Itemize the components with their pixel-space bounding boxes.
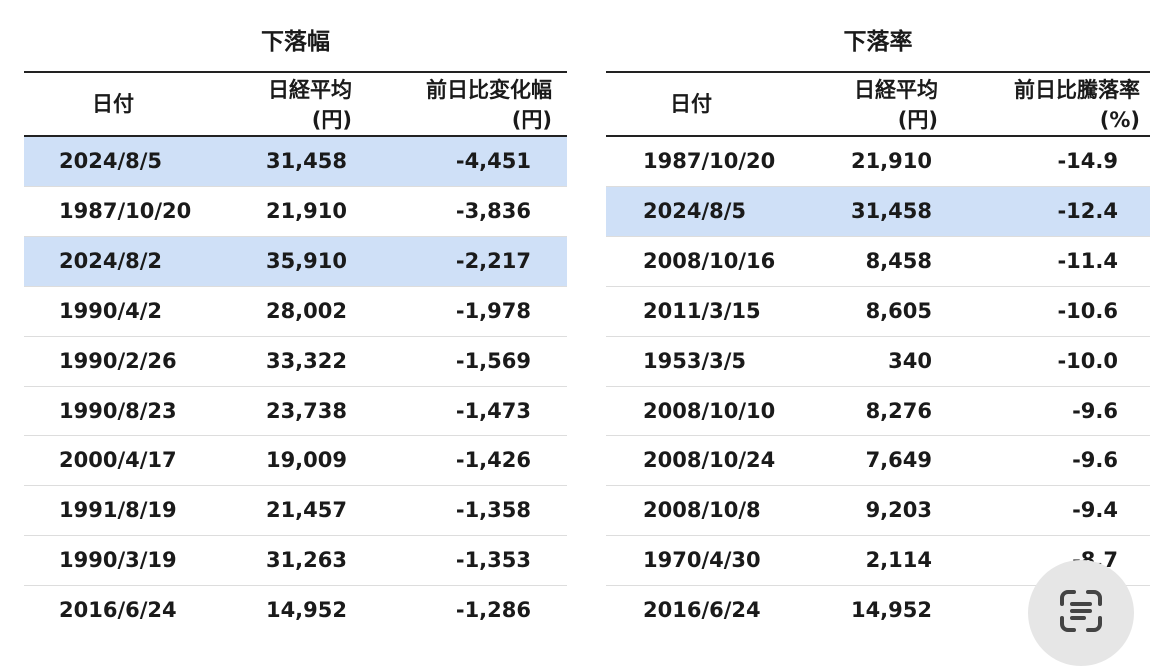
table-top-border xyxy=(24,71,567,73)
table-cell: 31,458 xyxy=(265,149,347,173)
table-cell: 2000/4/17 xyxy=(59,448,177,473)
highlight-row xyxy=(24,236,567,286)
header-cell: (円) xyxy=(311,108,352,132)
table-cell: -3,836 xyxy=(455,198,531,223)
table-cell: 2024/8/5 xyxy=(643,198,747,223)
row-separator xyxy=(606,485,1150,487)
table-cell: -1,569 xyxy=(455,348,531,373)
scan-button[interactable] xyxy=(1028,560,1134,666)
table-cell: 2008/10/24 xyxy=(643,448,776,473)
table-cell: 31,458 xyxy=(850,198,932,223)
row-separator xyxy=(606,335,1150,337)
table-cell: 2016/6/24 xyxy=(59,598,177,623)
row-separator xyxy=(606,435,1150,437)
table-cell: -10.6 xyxy=(1057,298,1118,323)
table-cell: 8,605 xyxy=(865,298,932,323)
table-cell: 21,457 xyxy=(265,498,347,523)
row-separator xyxy=(24,285,567,287)
row-separator xyxy=(606,585,1150,587)
row-separator xyxy=(24,535,567,537)
table-top-border xyxy=(606,71,1150,73)
header-cell: (%) xyxy=(1099,108,1140,132)
header-cell: 日付 xyxy=(670,92,712,116)
table-cell: -9.6 xyxy=(1072,448,1118,473)
table-cell: 1987/10/20 xyxy=(59,198,192,223)
table-cell: -11.4 xyxy=(1057,248,1118,273)
table-cell: 21,910 xyxy=(850,149,932,173)
table-cell: 14,952 xyxy=(265,598,347,623)
table-cell: -1,358 xyxy=(455,498,531,523)
row-separator xyxy=(24,435,567,437)
table-cell: 2008/10/16 xyxy=(643,248,776,273)
table-cell: 8,458 xyxy=(865,248,932,273)
row-separator xyxy=(24,385,567,387)
table-cell: -10.0 xyxy=(1057,348,1118,373)
table-cell: 2,114 xyxy=(865,548,932,573)
page: 下落幅日付 日経平均 (円) 前日比変化幅 (円) 2024/8/5 31,458 -4,45… xyxy=(24,29,1150,666)
table-title: 下落率 xyxy=(843,29,913,55)
header-cell: (円) xyxy=(511,108,552,132)
table-cell: 8,276 xyxy=(865,398,932,423)
table-cell: -1,353 xyxy=(455,548,531,573)
table-cell: 31,263 xyxy=(265,548,347,573)
row-separator xyxy=(24,335,567,337)
table-cell: 340 xyxy=(888,348,932,373)
table-cell: 1987/10/20 xyxy=(643,149,776,173)
table-cell: 9,203 xyxy=(865,498,932,523)
row-separator xyxy=(606,185,1150,187)
table-cell: 2008/10/8 xyxy=(643,498,761,523)
table-cell: 28,002 xyxy=(265,298,347,323)
table-cell: 2024/8/5 xyxy=(59,149,163,173)
table-cell: -4,451 xyxy=(455,149,531,173)
table-cell: 1990/2/26 xyxy=(59,348,177,373)
row-separator xyxy=(606,235,1150,237)
header-cell: 前日比変化幅 xyxy=(426,78,552,102)
table-cell: 23,738 xyxy=(265,398,347,423)
table-cell: 1953/3/5 xyxy=(643,348,747,373)
table-cell: 14,952 xyxy=(850,598,932,623)
table-cell: 21,910 xyxy=(265,198,347,223)
table-cell: -1,286 xyxy=(455,598,531,623)
row-separator xyxy=(606,385,1150,387)
table-cell: -1,473 xyxy=(455,398,531,423)
table-cell: -9.4 xyxy=(1072,498,1118,523)
row-separator xyxy=(606,535,1150,537)
header-cell: 日経平均 xyxy=(268,78,352,102)
table-cell: 1990/8/23 xyxy=(59,398,177,423)
table-cell: 35,910 xyxy=(265,248,347,273)
table-cell: 1990/3/19 xyxy=(59,548,177,573)
header-cell: 日経平均 xyxy=(854,78,938,102)
row-separator xyxy=(606,285,1150,287)
row-separator xyxy=(24,235,567,237)
table-cell: -9.6 xyxy=(1072,398,1118,423)
header-bottom-border xyxy=(24,135,567,137)
table-title: 下落幅 xyxy=(261,29,330,55)
table-cell: -12.4 xyxy=(1057,198,1118,223)
table-cell: 33,322 xyxy=(265,348,347,373)
table-cell: 2016/6/24 xyxy=(643,598,761,623)
table-cell: 2024/8/2 xyxy=(59,248,163,273)
header-cell: (円) xyxy=(897,108,938,132)
header-bottom-border xyxy=(606,135,1150,137)
table-cell: -14.9 xyxy=(1057,149,1118,173)
table-cell: 1991/8/19 xyxy=(59,498,177,523)
table-cell: 2008/10/10 xyxy=(643,398,776,423)
table-cell: 19,009 xyxy=(265,448,347,473)
table-cell: -2,217 xyxy=(455,248,531,273)
table-cell: 7,649 xyxy=(865,448,932,473)
table-cell: 2011/3/15 xyxy=(643,298,761,323)
header-cell: 前日比騰落率 xyxy=(1014,78,1140,102)
table-cell: 1990/4/2 xyxy=(59,298,163,323)
row-separator xyxy=(24,185,567,187)
header-cell: 日付 xyxy=(92,92,134,116)
scan-icon xyxy=(1060,590,1102,632)
row-separator xyxy=(24,485,567,487)
row-separator xyxy=(24,585,567,587)
table-cell: -1,978 xyxy=(455,298,531,323)
table-cell: -1,426 xyxy=(455,448,531,473)
highlight-row xyxy=(606,186,1150,236)
table-cell: 1970/4/30 xyxy=(643,548,761,573)
highlight-row xyxy=(24,137,567,186)
